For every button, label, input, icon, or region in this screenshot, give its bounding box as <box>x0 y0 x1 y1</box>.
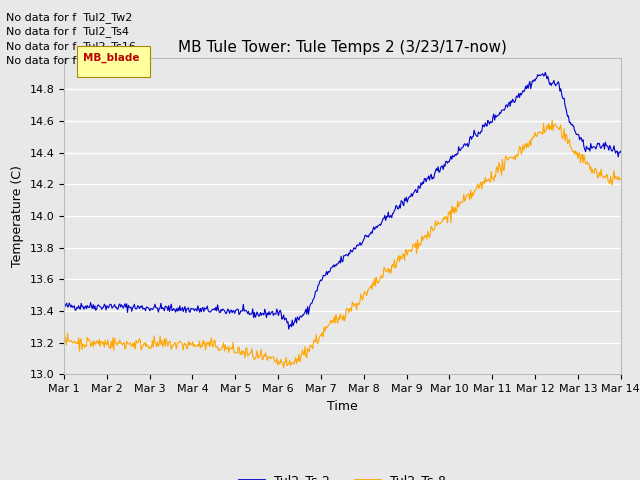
Text: No data for f  Tul2_Ts16: No data for f Tul2_Ts16 <box>6 41 136 52</box>
Tul2_Ts-8 <box>418 233 426 239</box>
Text: MB_blade: MB_blade <box>83 53 140 63</box>
Tul2_Ts-8 <box>209 344 216 349</box>
Text: No data for f  Tul2_Ts4: No data for f Tul2_Ts4 <box>6 26 129 37</box>
Tul2_Ts-2 <box>541 70 549 75</box>
Tul2_Ts-2 <box>418 182 426 188</box>
Tul2_Ts-2 <box>285 326 292 332</box>
Title: MB Tule Tower: Tule Temps 2 (3/23/17-now): MB Tule Tower: Tule Temps 2 (3/23/17-now… <box>178 40 507 55</box>
Tul2_Ts-2 <box>209 307 216 312</box>
Text: No data for f  Tul2_Ts32: No data for f Tul2_Ts32 <box>6 55 136 66</box>
Tul2_Ts-2 <box>60 302 68 308</box>
Tul2_Ts-8 <box>280 365 287 371</box>
Line: Tul2_Ts-8: Tul2_Ts-8 <box>64 120 621 368</box>
Tul2_Ts-8 <box>456 202 463 208</box>
Tul2_Ts-8 <box>548 117 556 123</box>
Tul2_Ts-8 <box>337 315 345 321</box>
Legend: Tul2_Ts-2, Tul2_Ts-8: Tul2_Ts-2, Tul2_Ts-8 <box>234 469 451 480</box>
Tul2_Ts-8 <box>498 172 506 178</box>
Text: No data for f  Tul2_Tw2: No data for f Tul2_Tw2 <box>6 12 132 23</box>
Tul2_Ts-8 <box>60 332 68 338</box>
Tul2_Ts-2 <box>617 148 625 154</box>
Tul2_Ts-8 <box>617 176 625 181</box>
Line: Tul2_Ts-2: Tul2_Ts-2 <box>64 72 621 329</box>
X-axis label: Time: Time <box>327 400 358 413</box>
Tul2_Ts-2 <box>456 147 463 153</box>
Tul2_Ts-2 <box>337 253 345 259</box>
Tul2_Ts-2 <box>498 108 506 113</box>
Y-axis label: Temperature (C): Temperature (C) <box>11 165 24 267</box>
Tul2_Ts-2 <box>448 156 456 162</box>
Tul2_Ts-8 <box>448 203 456 209</box>
